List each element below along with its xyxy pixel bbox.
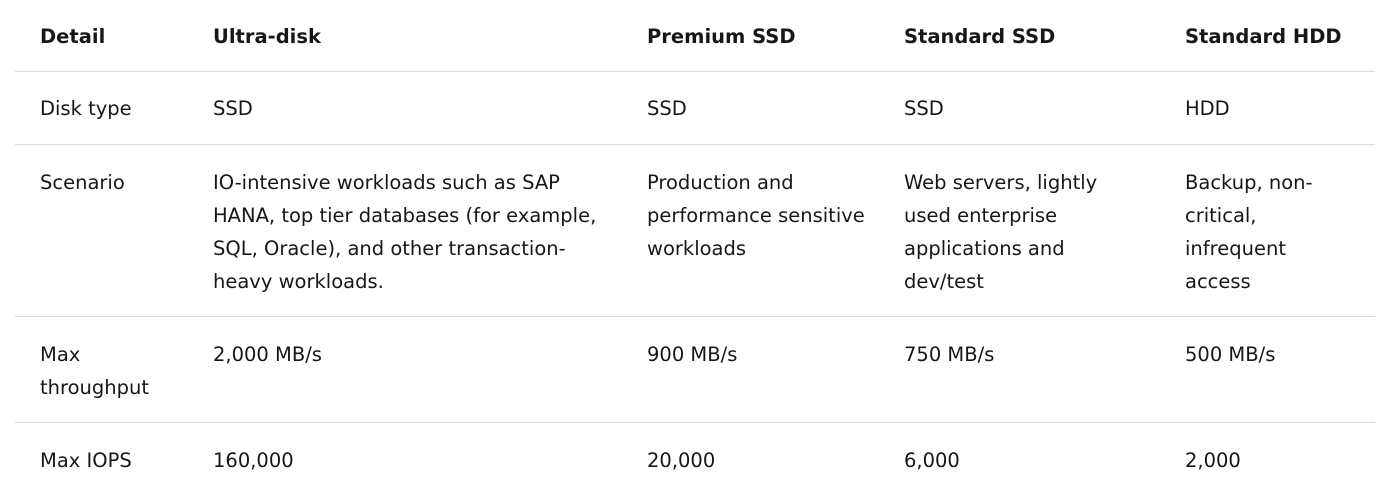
- header-ultra-disk: Ultra-disk: [188, 0, 622, 72]
- table-row-scenario: Scenario IO-intensive workloads such as …: [15, 144, 1375, 317]
- cell-standard-ssd-type: SSD: [879, 71, 1160, 145]
- cell-standard-hdd-type: HDD: [1160, 71, 1375, 145]
- cell-premium-ssd-type: SSD: [622, 71, 879, 145]
- cell-standard-hdd-iops: 2,000: [1185, 448, 1241, 472]
- disk-comparison-table: Detail Ultra-disk Premium SSD Standard S…: [15, 0, 1375, 503]
- cell-premium-ssd-throughput: 900 MB/s: [622, 316, 879, 423]
- cell-standard-hdd-scenario: Backup, non-critical, infrequent access: [1160, 144, 1375, 317]
- cell-ultra-disk-iops: 160,000: [213, 448, 294, 472]
- header-premium-ssd: Premium SSD: [622, 0, 879, 72]
- table-row-max-throughput: Max throughput 2,000 MB/s 900 MB/s 750 M…: [15, 316, 1375, 423]
- cell-standard-ssd-scenario: Web servers, lightly used enterprise app…: [879, 144, 1160, 317]
- header-standard-ssd: Standard SSD: [879, 0, 1160, 72]
- cell-ultra-disk-type: SSD: [188, 71, 622, 145]
- table-header-row: Detail Ultra-disk Premium SSD Standard S…: [15, 0, 1375, 72]
- row-label-max-throughput: Max throughput: [15, 316, 188, 423]
- cell-ultra-disk-throughput: 2,000 MB/s: [188, 316, 622, 423]
- row-label-disk-type: Disk type: [15, 71, 188, 145]
- cell-ultra-disk-scenario: IO-intensive workloads such as SAP HANA,…: [188, 144, 622, 317]
- cell-standard-ssd-iops: 6,000: [904, 448, 960, 472]
- cell-premium-ssd-iops: 20,000: [647, 448, 716, 472]
- cell-premium-ssd-scenario: Production and performance sensitive wor…: [622, 144, 879, 317]
- header-standard-hdd: Standard HDD: [1160, 0, 1375, 72]
- header-detail: Detail: [15, 0, 188, 72]
- table-row-disk-type: Disk type SSD SSD SSD HDD: [15, 71, 1375, 145]
- row-label-scenario: Scenario: [15, 144, 188, 317]
- row-label-max-iops: Max IOPS: [40, 448, 132, 472]
- cell-standard-ssd-throughput: 750 MB/s: [879, 316, 1160, 423]
- table-row-max-iops: Max IOPS 160,000 20,000 6,000 2,000: [15, 422, 1375, 503]
- cell-standard-hdd-throughput: 500 MB/s: [1160, 316, 1375, 423]
